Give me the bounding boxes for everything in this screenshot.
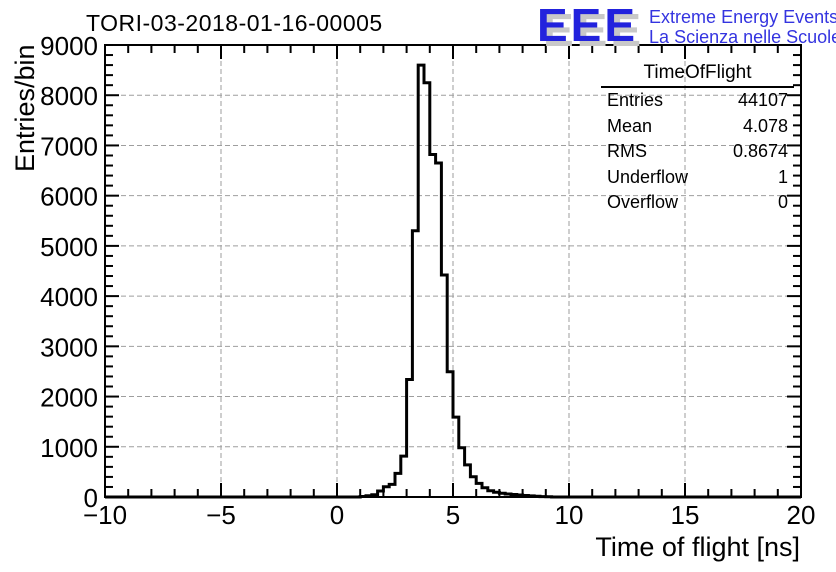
y-tick-label: 4000 (40, 282, 98, 312)
y-tick-label: 9000 (40, 31, 98, 61)
stats-value: 44107 (737, 90, 788, 110)
x-tick-label: 20 (787, 500, 816, 530)
y-tick-label: 8000 (40, 81, 98, 111)
x-tick-label: 10 (555, 500, 584, 530)
x-axis-title: Time of flight [ns] (595, 532, 800, 562)
stats-row-entries: Entries 44107 (601, 88, 794, 114)
y-tick-label: 1000 (40, 433, 98, 463)
eee-logo: EEE Extreme Energy Events La Scienza nel… (537, 0, 836, 51)
eee-logo-caption: Extreme Energy Events La Scienza nelle S… (649, 7, 836, 47)
stats-row-mean: Mean 4.078 (601, 114, 794, 140)
stats-label: Underflow (607, 166, 689, 187)
stats-label: Mean (607, 115, 653, 136)
x-tick-label: −10 (83, 500, 127, 530)
stats-label: Entries (607, 90, 664, 110)
plot-title: TORI-03-2018-01-16-00005 (86, 10, 383, 36)
stats-row-overflow: Overflow 0 (601, 190, 794, 216)
y-tick-label: 0 (84, 483, 98, 513)
x-tick-label: 5 (446, 500, 460, 530)
x-tick-label: −5 (206, 500, 236, 530)
eee-logo-line2: La Scienza nelle Scuole (649, 27, 836, 47)
stats-title: TimeOfFlight (601, 62, 794, 88)
stats-row-underflow: Underflow 1 (601, 165, 794, 191)
histogram-line (105, 63, 801, 499)
y-tick-label: 2000 (40, 383, 98, 413)
stats-value: 0 (777, 192, 788, 212)
y-tick-label: 5000 (40, 232, 98, 262)
stats-value: 1 (777, 166, 788, 187)
stats-value: 4.078 (742, 115, 788, 136)
stats-value: 0.8674 (732, 141, 788, 161)
y-tick-label: 7000 (40, 131, 98, 161)
stats-label: RMS (607, 141, 647, 161)
y-tick-label: 6000 (40, 182, 98, 212)
stats-box: TimeOfFlight Entries 44107 Mean 4.078 RM… (601, 62, 794, 216)
eee-logo-line1: Extreme Energy Events (649, 7, 836, 27)
y-tick-label: 3000 (40, 332, 98, 362)
stats-label: Overflow (607, 192, 679, 212)
eee-logo-letters: EEE (537, 0, 639, 51)
x-tick-label: 0 (330, 500, 344, 530)
x-tick-label: 15 (671, 500, 700, 530)
stats-row-rms: RMS 0.8674 (601, 139, 794, 165)
y-axis-title: Entries/bin (10, 44, 40, 172)
